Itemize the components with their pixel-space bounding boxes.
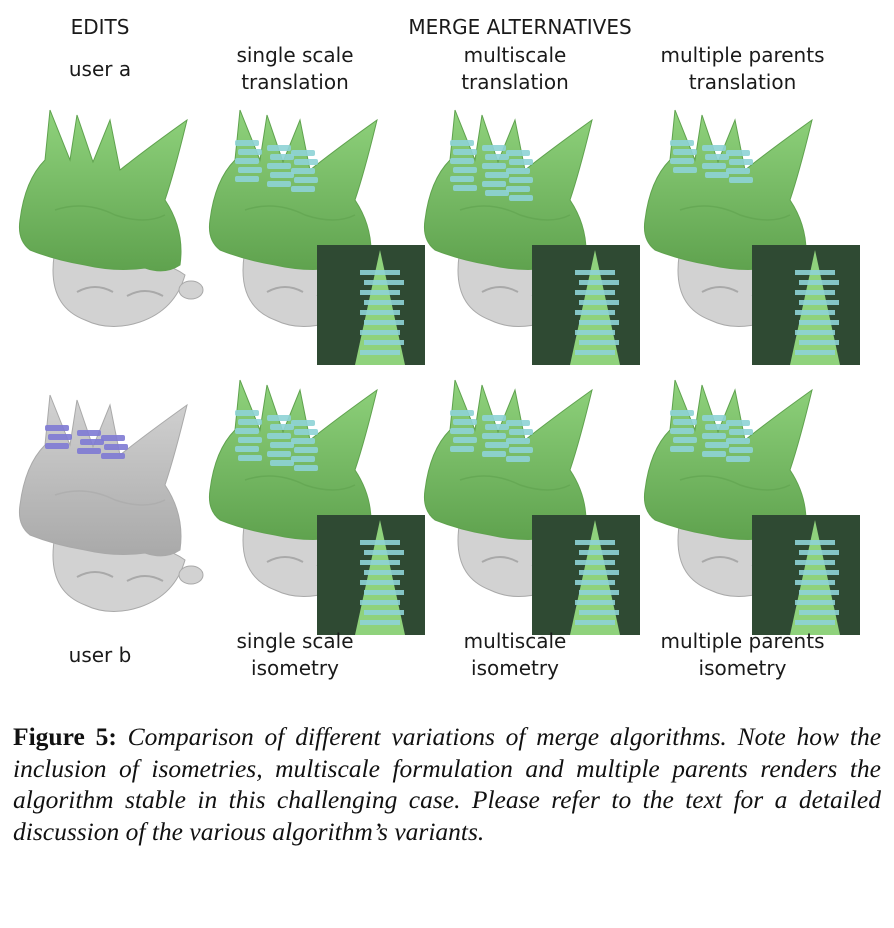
user-a-label: user a	[68, 57, 132, 81]
figure-caption: Figure 5: Comparison of different variat…	[13, 721, 881, 847]
render-single-scale-translation	[205, 100, 425, 365]
caption-text: Comparison of different variations of me…	[13, 722, 882, 846]
figure-label: Figure 5:	[13, 722, 117, 751]
render-user-a	[15, 100, 235, 365]
bottom-label-multiple-parents-isometry: multiple parents isometry	[660, 629, 825, 680]
bottom-label-multiscale-isometry: multiscale isometry	[463, 629, 567, 680]
render-single-scale-isometry	[205, 370, 425, 635]
top-label-multiple-parents-translation: multiple parents translation	[660, 43, 825, 94]
user-b-label: user b	[68, 643, 132, 667]
render-multiple-parents-isometry	[640, 370, 860, 635]
top-label-multiscale-translation: multiscale translation	[461, 43, 569, 94]
render-multiscale-isometry	[420, 370, 640, 635]
bottom-label-single-scale-isometry: single scale isometry	[236, 629, 354, 680]
render-user-b	[15, 385, 235, 650]
edits-header: EDITS	[70, 15, 130, 39]
render-multiscale-translation	[420, 100, 640, 365]
merge-alternatives-header: MERGE ALTERNATIVES	[408, 15, 632, 39]
render-multiple-parents-translation	[640, 100, 860, 365]
top-label-single-scale-translation: single scale translation	[236, 43, 354, 94]
